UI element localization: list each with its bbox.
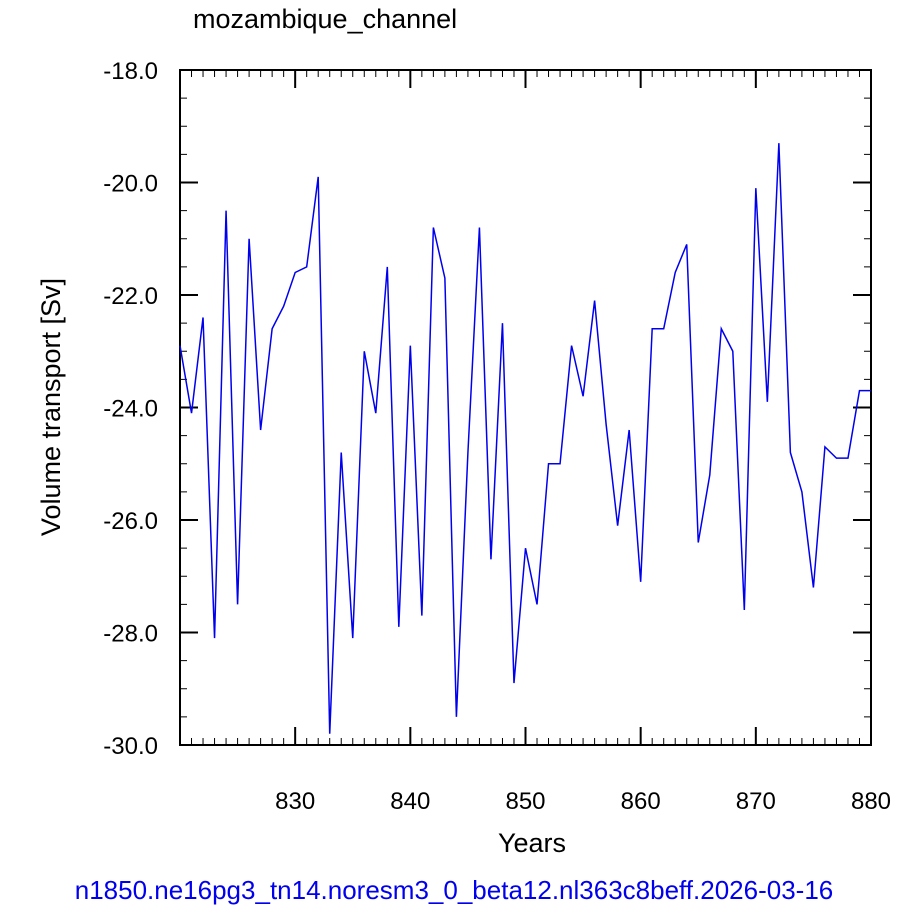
y-tick-label: -22.0 (103, 283, 158, 310)
plot-frame (179, 69, 872, 746)
series-group (179, 143, 871, 734)
y-tick-label: -18.0 (103, 58, 158, 85)
x-tick-label: 850 (505, 788, 545, 815)
tick-labels: 830 840 850 860 870 880 -30.0 -28.0 -26.0 -24.0 -2… (103, 58, 891, 815)
axis-ticks (179, 69, 872, 746)
x-tick-label: 860 (621, 788, 661, 815)
footer-text: n1850.ne16pg3_tn14.noresm3_0_beta12.nl36… (75, 875, 834, 905)
x-axis-label: Years (498, 828, 566, 858)
x-tick-label: 870 (736, 788, 776, 815)
y-tick-label: -28.0 (103, 621, 158, 648)
y-tick-label: -26.0 (103, 508, 158, 535)
x-tick-label: 880 (851, 788, 891, 815)
x-tick-label: 830 (275, 788, 315, 815)
series-line (179, 143, 871, 734)
chart-title: mozambique_channel (193, 4, 457, 34)
x-tick-label: 840 (390, 788, 430, 815)
y-tick-label: -24.0 (103, 396, 158, 423)
y-tick-label: -30.0 (103, 733, 158, 760)
y-tick-label: -20.0 (103, 171, 158, 198)
y-axis-label: Volume transport [Sv] (36, 278, 66, 536)
